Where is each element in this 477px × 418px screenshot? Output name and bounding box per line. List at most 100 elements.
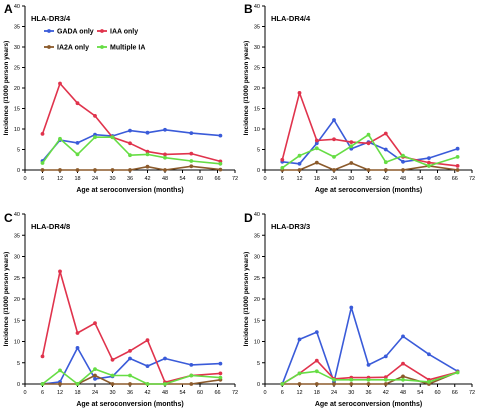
x-tick-label: 72 bbox=[232, 176, 238, 182]
x-axis-label: Age at seroconversion (months) bbox=[315, 401, 422, 408]
x-tick-label: 36 bbox=[127, 390, 133, 396]
data-point-ia2a-only bbox=[383, 382, 388, 386]
data-point-ia2a-only bbox=[314, 382, 319, 386]
data-point-gada-only bbox=[163, 127, 167, 132]
y-tick-label: 40 bbox=[254, 4, 260, 10]
y-tick-label: 15 bbox=[14, 107, 20, 113]
y-tick-label: 0 bbox=[17, 168, 20, 174]
series-line-multiple-ia bbox=[41, 136, 221, 165]
x-tick-label: 12 bbox=[57, 176, 63, 182]
x-tick-label: 66 bbox=[214, 390, 220, 396]
data-point-ia2a-only bbox=[297, 382, 302, 386]
y-tick-label: 25 bbox=[14, 276, 20, 282]
data-point-gada-only bbox=[297, 161, 302, 166]
series-line-gada-only bbox=[41, 129, 221, 162]
x-tick-label: 54 bbox=[417, 176, 423, 182]
x-tick-label: 0 bbox=[23, 390, 26, 396]
x-tick-label: 42 bbox=[144, 176, 150, 182]
data-point-ia2a-only bbox=[189, 382, 194, 386]
x-tick-label: 12 bbox=[296, 176, 302, 182]
x-tick-label: 48 bbox=[162, 390, 168, 396]
y-tick-label: 5 bbox=[17, 361, 20, 367]
x-tick-label: 66 bbox=[452, 390, 458, 396]
x-tick-label: 12 bbox=[57, 390, 63, 396]
x-tick-label: 66 bbox=[214, 176, 220, 182]
data-point-gada-only bbox=[128, 128, 132, 133]
data-point-multiple-ia bbox=[75, 382, 80, 386]
chart-panel-d: D 0 5 10 15 20 25 30 35 40 0 6 12 18 24 30 36 42 48 54 60 66 7… bbox=[243, 211, 475, 408]
panel-letter: A bbox=[4, 2, 13, 16]
data-point-gada-only bbox=[297, 337, 302, 342]
data-point-ia2a-only bbox=[455, 168, 460, 172]
legend-label-gada-only: GADA only bbox=[57, 29, 94, 36]
data-point-gada-only bbox=[314, 330, 319, 334]
data-point-multiple-ia bbox=[110, 135, 115, 140]
data-point-ia2a-only bbox=[349, 161, 354, 165]
series-line-iaa-only bbox=[281, 92, 458, 167]
data-point-ia2a-only bbox=[366, 382, 371, 386]
x-tick-label: 42 bbox=[144, 390, 150, 396]
y-tick-label: 20 bbox=[14, 297, 20, 303]
x-tick-label: 30 bbox=[109, 176, 115, 182]
data-point-multiple-ia bbox=[128, 153, 132, 158]
data-point-ia2a-only bbox=[349, 382, 354, 386]
data-point-multiple-ia bbox=[280, 382, 285, 386]
data-point-ia2a-only bbox=[128, 168, 132, 172]
y-tick-label: 35 bbox=[254, 233, 260, 239]
x-tick-label: 30 bbox=[348, 176, 354, 182]
data-point-ia2a-only bbox=[58, 382, 62, 386]
data-point-multiple-ia bbox=[297, 153, 302, 158]
y-tick-label: 30 bbox=[254, 255, 260, 261]
series-line-multiple-ia bbox=[42, 368, 221, 385]
legend: GADA only IA2A only IAA only Multiple IA bbox=[44, 29, 145, 52]
x-tick-label: 24 bbox=[331, 176, 337, 182]
panel-letter: D bbox=[244, 211, 253, 225]
data-point-iaa-only bbox=[314, 358, 319, 363]
panel-title: HLA-DR3/3 bbox=[271, 222, 310, 231]
legend-label-ia2a-only: IA2A only bbox=[57, 45, 89, 52]
y-tick-label: 30 bbox=[14, 255, 20, 261]
data-point-iaa-only bbox=[189, 151, 194, 156]
data-point-iaa-only bbox=[427, 160, 431, 165]
y-axis-label: Incidence (/1000 person years) bbox=[3, 252, 10, 347]
series-line-multiple-ia bbox=[281, 370, 458, 385]
x-tick-label: 18 bbox=[74, 176, 80, 182]
y-tick-label: 0 bbox=[257, 382, 260, 388]
x-tick-label: 48 bbox=[400, 390, 406, 396]
y-tick-label: 40 bbox=[254, 212, 260, 218]
legend-marker-gada-only bbox=[47, 29, 51, 33]
data-point-gada-only bbox=[349, 305, 354, 310]
data-point-ia2a-only bbox=[332, 168, 336, 172]
data-point-iaa-only bbox=[332, 137, 336, 142]
series-line-iaa-only bbox=[281, 359, 458, 385]
x-tick-label: 72 bbox=[469, 390, 475, 396]
data-point-iaa-only bbox=[455, 164, 460, 168]
y-tick-label: 25 bbox=[254, 66, 260, 72]
y-tick-label: 15 bbox=[254, 107, 260, 113]
panel-title: HLA-DR4/4 bbox=[271, 14, 311, 23]
data-point-multiple-ia bbox=[110, 373, 115, 378]
data-point-iaa-only bbox=[40, 354, 45, 359]
y-tick-label: 25 bbox=[254, 276, 260, 282]
data-point-multiple-ia bbox=[218, 375, 223, 380]
data-point-iaa-only bbox=[145, 338, 150, 343]
data-point-ia2a-only bbox=[189, 164, 194, 169]
series-line-iaa-only bbox=[41, 270, 221, 384]
x-tick-label: 30 bbox=[109, 390, 115, 396]
data-point-ia2a-only bbox=[401, 374, 405, 379]
data-point-iaa-only bbox=[349, 140, 354, 145]
data-point-gada-only bbox=[383, 147, 388, 152]
data-point-iaa-only bbox=[401, 361, 405, 366]
x-tick-label: 24 bbox=[331, 390, 337, 396]
y-tick-label: 20 bbox=[14, 86, 20, 92]
y-tick-label: 10 bbox=[254, 127, 260, 133]
y-tick-label: 5 bbox=[257, 361, 260, 367]
y-tick-label: 10 bbox=[14, 340, 20, 346]
y-tick-label: 35 bbox=[14, 25, 20, 31]
data-point-multiple-ia bbox=[163, 155, 167, 160]
y-tick-label: 5 bbox=[257, 148, 260, 154]
data-point-multiple-ia bbox=[128, 373, 132, 378]
y-tick-label: 20 bbox=[254, 297, 260, 303]
x-tick-label: 30 bbox=[348, 390, 354, 396]
data-point-iaa-only bbox=[366, 141, 371, 146]
